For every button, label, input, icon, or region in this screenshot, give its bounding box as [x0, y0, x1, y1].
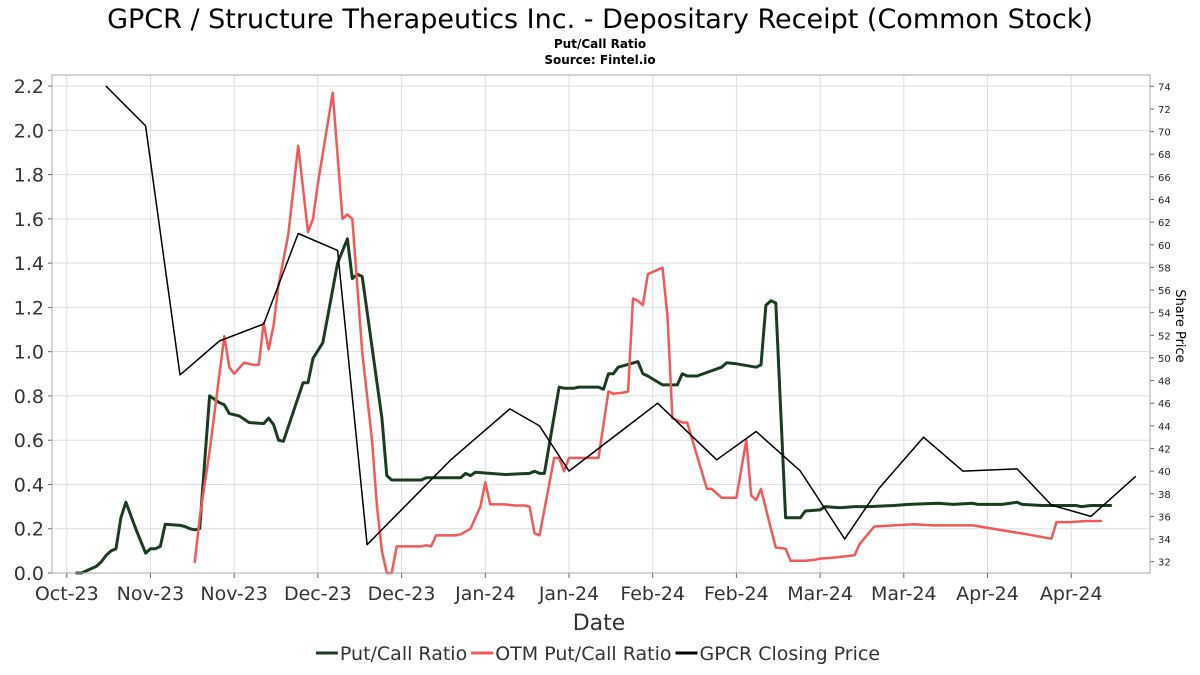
x-tick-label: Mar-24: [871, 583, 937, 605]
y2-tick-label: 38: [1158, 490, 1171, 501]
gridlines: [52, 75, 1150, 574]
series-line-0: [75, 237, 1113, 575]
x-tick-label: Feb-24: [704, 583, 769, 605]
x-tick-label: Feb-24: [620, 583, 685, 605]
plot-frame: [51, 74, 1151, 574]
y2-tick-label: 68: [1158, 150, 1171, 161]
y-tick-label: 0.8: [14, 386, 44, 408]
x-tick-label: Mar-24: [787, 583, 853, 605]
plot-area: [75, 85, 1136, 575]
y-tick-label: 2.2: [14, 76, 44, 98]
legend-item-1: OTM Put/Call Ratio: [471, 643, 672, 665]
y2-tick-label: 34: [1158, 535, 1171, 546]
y-tick-label: 0.2: [14, 519, 44, 541]
y2-tick-label: 42: [1158, 445, 1171, 456]
x-tick-label: Jan-24: [454, 583, 515, 605]
right-y-axis-label: Share Price: [1172, 289, 1187, 362]
legend-item-0: Put/Call Ratio: [315, 643, 467, 665]
legend: Put/Call Ratio OTM Put/Call Ratio GPCR Clo…: [315, 643, 881, 665]
x-tick-label: Dec-23: [368, 583, 436, 605]
left-y-axis: 0.0 0.2 0.4 0.6 0.8 1.0 1.2 1.4 1.6 1.8 2.0 2.2: [14, 76, 52, 585]
series-line-2: [105, 85, 1136, 546]
y2-tick-label: 36: [1158, 512, 1171, 523]
y-tick-label: 1.2: [14, 297, 44, 319]
legend-label: Put/Call Ratio: [340, 643, 467, 665]
y2-tick-label: 44: [1158, 422, 1171, 433]
x-tick-label: Jan-24: [538, 583, 599, 605]
y2-tick-label: 62: [1158, 218, 1171, 229]
chart-source: Source: Fintel.io: [544, 53, 655, 67]
y2-tick-label: 58: [1158, 263, 1171, 274]
legend-label: GPCR Closing Price: [700, 643, 881, 665]
x-tick-label: Nov-23: [117, 583, 185, 605]
legend-label: OTM Put/Call Ratio: [495, 643, 671, 665]
series-line-1: [193, 91, 1103, 575]
y-tick-label: 1.0: [14, 342, 44, 364]
y-tick-label: 1.4: [14, 253, 44, 275]
x-axis: Oct-23 Nov-23 Nov-23 Dec-23 Dec-23 Jan-24 Jan-…: [35, 573, 1103, 605]
y2-tick-label: 60: [1158, 241, 1171, 252]
x-tick-label: Dec-23: [284, 583, 352, 605]
y2-tick-label: 56: [1158, 286, 1171, 297]
y2-tick-label: 32: [1158, 558, 1171, 569]
chart-title: GPCR / Structure Therapeutics Inc. - Dep…: [107, 4, 1093, 35]
y-tick-label: 2.0: [14, 120, 44, 142]
legend-item-2: GPCR Closing Price: [675, 643, 881, 665]
x-tick-label: Nov-23: [200, 583, 268, 605]
y-tick-label: 1.8: [14, 165, 44, 187]
y-tick-label: 0.4: [14, 474, 44, 496]
y2-tick-label: 72: [1158, 105, 1171, 116]
x-axis-label: Date: [573, 611, 626, 636]
y2-tick-label: 54: [1158, 309, 1171, 320]
y2-tick-label: 48: [1158, 377, 1171, 388]
chart-subtitle: Put/Call Ratio: [554, 37, 646, 51]
y2-tick-label: 46: [1158, 399, 1171, 410]
x-tick-label: Apr-24: [956, 583, 1019, 605]
y2-tick-label: 50: [1158, 354, 1171, 365]
y2-tick-label: 70: [1158, 128, 1171, 139]
right-y-axis: 32 34 36 38 40 42 44 46 48 50 52 54 56 58 60 62 64 66 68 70…: [1150, 82, 1171, 569]
y-tick-label: 0.6: [14, 430, 44, 452]
y2-tick-label: 66: [1158, 173, 1171, 184]
x-tick-label: Oct-23: [35, 583, 99, 605]
y-tick-label: 1.6: [14, 209, 44, 231]
x-tick-label: Apr-24: [1040, 583, 1103, 605]
y2-tick-label: 64: [1158, 196, 1171, 207]
y2-tick-label: 40: [1158, 467, 1171, 478]
y2-tick-label: 52: [1158, 331, 1171, 342]
y-tick-label: 0.0: [14, 563, 44, 585]
y2-tick-label: 74: [1158, 82, 1171, 93]
